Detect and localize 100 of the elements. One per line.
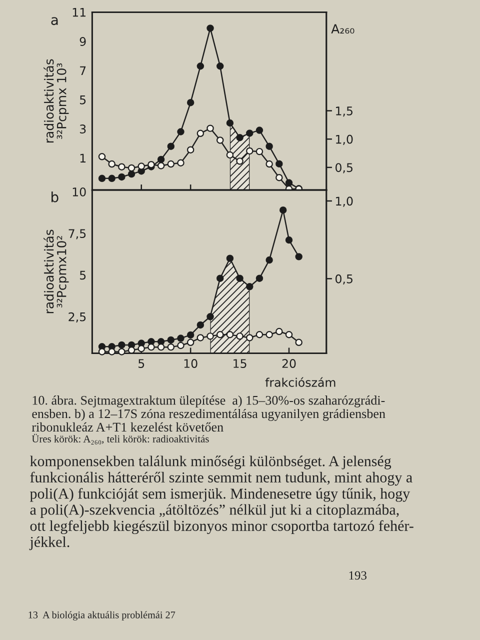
text: Üres körök: A₂₆₀, teli körök: radioaktivitás: [32, 434, 209, 444]
point: [285, 179, 293, 186]
point: [98, 348, 106, 356]
y-tick-label: 7,5: [68, 229, 86, 240]
point: [196, 334, 204, 342]
point: [157, 162, 165, 170]
text: komponensekben találunk minőségi különbséget. A jelenség funkcionális hátteréről szinte semmit nem tudunk, mint ahogy a poli(A) funkcióját sem ismerjük. Mindenesetre úgy tűnik, hogy a poli(A)-szekvencia „átöltözés” nélkül jut ki a citoplazmába, ott legfeljebb kiegészül bizonyos minor csoportba tartozó fehér- jékkel.: [29, 456, 414, 550]
point: [276, 174, 283, 182]
point: [108, 174, 116, 182]
point: [216, 274, 224, 282]
point: [216, 331, 224, 338]
y2-tick-label: 1,5: [336, 106, 352, 117]
y-axis-title: radioaktivitás ³²Pcpmx10²: [44, 230, 69, 314]
point: [167, 336, 175, 344]
text: 13 A biológia aktuális problémái 27: [28, 611, 176, 620]
point: [236, 134, 244, 142]
point: [256, 148, 264, 156]
point: [276, 160, 283, 168]
point: [148, 160, 155, 168]
point: [118, 163, 126, 170]
point: [206, 313, 214, 320]
y2-tick-label: 1,0: [336, 134, 353, 145]
point: [177, 159, 184, 166]
x-tick-label: 15: [234, 359, 246, 368]
point: [256, 274, 264, 282]
point: [246, 130, 254, 137]
point: [157, 156, 165, 164]
x-tick-label: 5: [138, 359, 144, 368]
y-axis-title: radioaktivitás ³²Pcpmx 10³: [44, 59, 69, 143]
point: [196, 62, 204, 70]
point: [285, 331, 293, 338]
point: [246, 147, 254, 155]
point: [118, 173, 126, 181]
text: 10. ábra. Sejtmagextraktum ülepítése a) 15–30%-os szaharózgrádi- ensben. b) a 12–17S zóna reszedimentálása ugyanilyen grádiensben ribonukleáz A+T1 kezelést követően: [32, 396, 386, 432]
y-tick-label: 10: [72, 187, 86, 196]
point: [157, 343, 165, 351]
point: [295, 253, 302, 260]
point: [236, 332, 244, 340]
chart-title: b: [52, 192, 58, 202]
point: [167, 160, 175, 168]
point: [118, 341, 126, 349]
y-tick-label: 9: [80, 37, 86, 46]
point: [226, 119, 234, 127]
point: [108, 348, 116, 356]
y-tick-label: 2,5: [68, 312, 86, 322]
point: [295, 338, 302, 346]
point: [266, 142, 273, 150]
point: [246, 334, 254, 342]
point: [98, 153, 106, 160]
point: [177, 342, 184, 350]
text: 193: [349, 571, 366, 580]
point: [285, 236, 293, 244]
point: [206, 332, 214, 340]
point: [177, 334, 184, 342]
point: [279, 206, 287, 214]
point: [266, 256, 273, 264]
point: [226, 151, 234, 159]
point: [108, 160, 116, 168]
point: [226, 331, 234, 338]
point: [206, 24, 214, 32]
point: [216, 62, 224, 70]
point: [148, 343, 155, 351]
point: [206, 124, 214, 132]
point: [246, 283, 254, 290]
point: [186, 146, 194, 154]
point: [128, 164, 136, 172]
point: [256, 126, 264, 134]
x-tick-label: 10: [184, 359, 198, 368]
y2-tick-label: 1,0: [336, 196, 353, 207]
point: [226, 254, 234, 262]
x-tick-label: 20: [282, 359, 296, 368]
y-tick-label: 1: [80, 154, 86, 162]
y-tick-label: 5: [80, 96, 86, 104]
point: [236, 158, 244, 165]
point: [276, 328, 283, 336]
point: [128, 346, 136, 354]
x-axis-title: frakciószám: [265, 377, 336, 387]
point: [118, 348, 126, 356]
point: [186, 331, 194, 339]
point: [216, 136, 224, 144]
point: [167, 343, 175, 351]
point: [167, 142, 175, 150]
y2-tick-label: 0,5: [336, 274, 352, 285]
y-tick-label: 11: [72, 8, 86, 17]
y-tick-label: 3: [80, 124, 86, 134]
point: [266, 160, 273, 168]
point: [196, 321, 204, 329]
chart-title: a: [51, 17, 58, 26]
point: [196, 130, 204, 138]
y-tick-label: 7: [80, 66, 86, 75]
point: [186, 98, 194, 106]
point: [138, 162, 145, 170]
point: [128, 170, 136, 178]
point: [98, 174, 106, 182]
point: [266, 331, 273, 338]
point: [138, 345, 145, 352]
point: [236, 274, 244, 282]
y-tick-label: 5: [80, 270, 86, 280]
point: [186, 338, 194, 346]
point: [177, 128, 184, 136]
